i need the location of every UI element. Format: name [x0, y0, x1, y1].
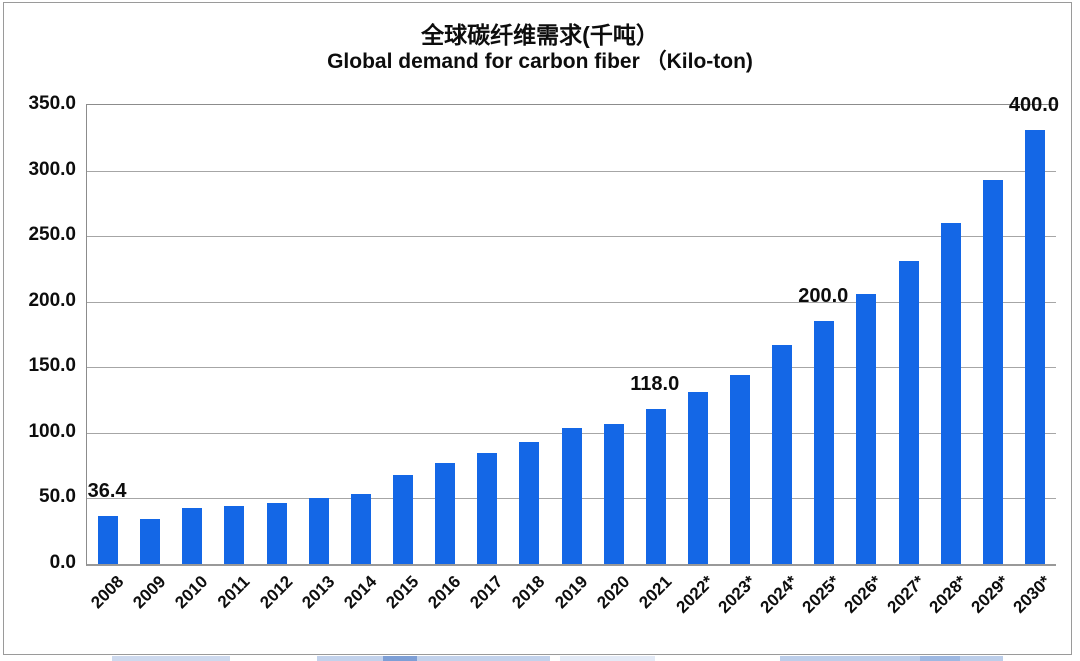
- bar-2028-est: [940, 223, 961, 564]
- bar-2012: [266, 503, 287, 564]
- bar-2010: [182, 508, 203, 564]
- bar-2023-est: [730, 375, 751, 564]
- y-tick-150.0: 150.0: [28, 355, 76, 377]
- bar-2013: [308, 498, 329, 564]
- bar-2026-est: [856, 294, 877, 564]
- bar-2016: [435, 463, 456, 564]
- chart-title-zh: 全球碳纤维需求(千吨）: [421, 22, 659, 48]
- bar-2021: [645, 409, 666, 564]
- y-tick-0.0: 0.0: [49, 552, 76, 573]
- bar-2027-est: [898, 261, 919, 564]
- data-label-2008: 36.4: [87, 480, 127, 503]
- bar-2025-est: [814, 321, 835, 564]
- bar-2024-est: [772, 345, 793, 564]
- watermark-shape-5: [780, 656, 1003, 661]
- plot-area: [86, 104, 1056, 566]
- bar-2014: [350, 494, 371, 564]
- y-tick-200.0: 200.0: [28, 289, 76, 311]
- gridline-150: [87, 367, 1056, 369]
- bar-2018: [519, 442, 540, 564]
- bar-2022-est: [687, 392, 708, 564]
- watermark-shape-2: [317, 656, 550, 661]
- data-label-2021: 118.0: [630, 373, 680, 396]
- gridline-200: [87, 301, 1056, 303]
- y-tick-50.0: 50.0: [39, 486, 76, 508]
- bar-2020: [603, 424, 624, 564]
- gridline-300: [87, 170, 1056, 172]
- watermark-shape-4: [560, 656, 655, 661]
- bar-2008: [98, 516, 119, 564]
- y-tick-250.0: 250.0: [28, 224, 76, 246]
- watermark-shape-6: [920, 656, 960, 661]
- bar-2009: [140, 519, 161, 564]
- bar-2011: [224, 506, 245, 564]
- y-tick-350.0: 350.0: [28, 93, 76, 114]
- bar-2017: [477, 453, 498, 564]
- data-label-2025-est: 200.0: [798, 285, 849, 308]
- y-tick-300.0: 300.0: [28, 158, 76, 180]
- bar-2019: [561, 428, 582, 564]
- watermark-shape-3: [383, 656, 417, 661]
- y-tick-100.0: 100.0: [28, 420, 76, 442]
- bar-2015: [392, 475, 413, 564]
- bar-2029-est: [982, 180, 1003, 564]
- watermark-shape-1: [112, 656, 230, 661]
- gridline-250: [87, 236, 1056, 238]
- chart-title-en: Global demand for carbon fiber （Kilo-ton…: [327, 50, 753, 73]
- data-label-2030-est: 400.0: [1008, 93, 1059, 116]
- bar-2030-est: [1024, 130, 1045, 564]
